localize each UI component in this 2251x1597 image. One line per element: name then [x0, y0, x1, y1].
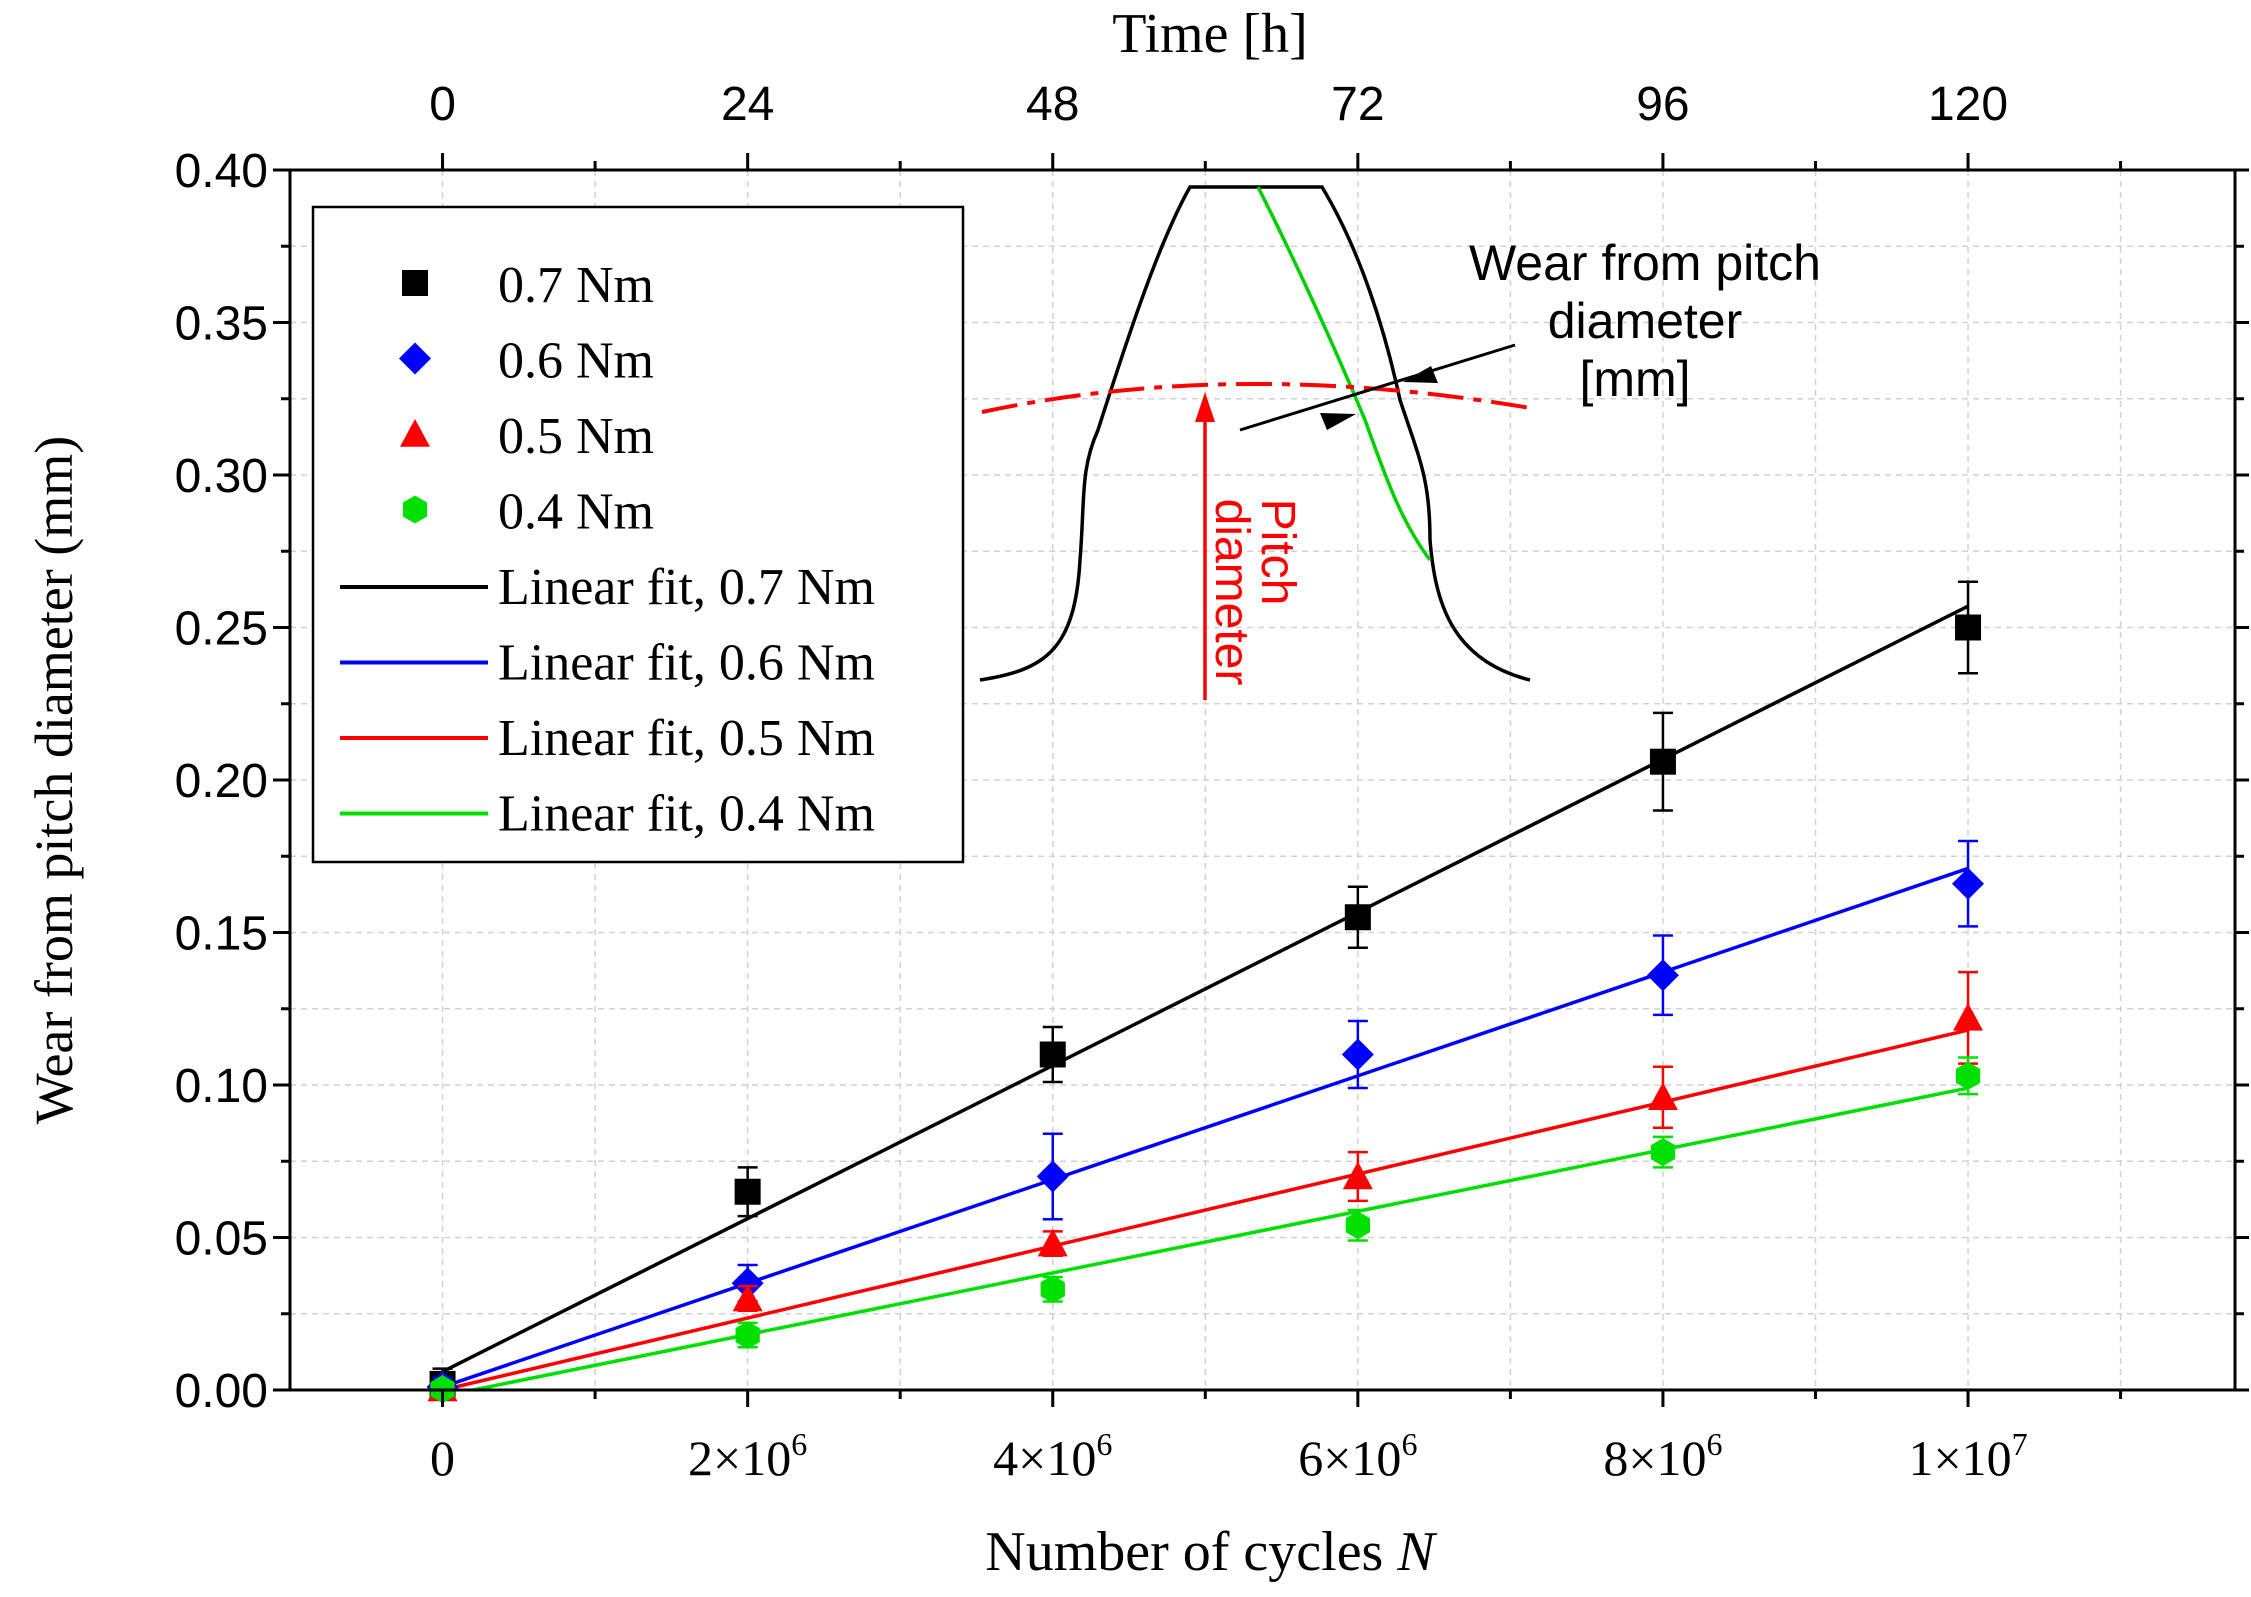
- gridlines: [290, 170, 2235, 1390]
- data-point: [735, 1321, 760, 1350]
- wear-arrow-head-right: [1403, 366, 1438, 383]
- plot-series: [426, 580, 1985, 1404]
- legend-label: Linear fit, 0.5 Nm: [498, 710, 875, 767]
- y-tick-label: 0.20: [175, 755, 268, 808]
- legend-label: 0.4 Nm: [498, 484, 654, 541]
- legend-marker: [400, 419, 430, 447]
- fit-line: [441, 604, 1969, 1374]
- top-tick-label: 120: [1928, 78, 2008, 131]
- data-point: [731, 1267, 764, 1300]
- top-tick-label: 0: [429, 78, 456, 131]
- plot-frame: [273, 153, 2249, 1407]
- legend-label: 0.5 Nm: [498, 408, 654, 465]
- fit-line: [472, 1086, 1969, 1392]
- data-point: [732, 1283, 763, 1312]
- x-tick-label: 6×106: [1298, 1426, 1417, 1486]
- data-point: [1342, 1161, 1373, 1190]
- legend-marker: [399, 342, 431, 375]
- legend-label: Linear fit, 0.6 Nm: [498, 635, 875, 692]
- legend-box: [311, 205, 965, 864]
- y-tick-label: 0.10: [175, 1060, 268, 1113]
- y-tick-label: 0.35: [175, 298, 268, 351]
- legend-label: Linear fit, 0.4 Nm: [498, 786, 875, 843]
- inset-wear-label: diameter: [1548, 293, 1743, 349]
- data-point: [1952, 867, 1985, 900]
- data-point: [1650, 1138, 1676, 1167]
- x-tick-label: 1×107: [1908, 1426, 2027, 1486]
- legend: 0.7 Nm 0.6 Nm 0.5 Nm 0.4 Nm Linear fit, 0.7 …: [311, 205, 965, 864]
- data-point: [1953, 1002, 1984, 1031]
- x-tick-label: 2×106: [688, 1426, 807, 1486]
- inset-wear-label: Wear from pitch: [1469, 235, 1821, 291]
- top-tick-label: 48: [1026, 78, 1079, 131]
- data-point: [1040, 1275, 1065, 1304]
- inset-pitch-label: diameter: [1205, 499, 1258, 686]
- y-tick-label: 0.40: [175, 145, 268, 198]
- x-tick-label: 0: [430, 1430, 455, 1486]
- y-tick-label: 0.05: [175, 1213, 268, 1266]
- pitch-arrow-head: [1195, 392, 1215, 422]
- top-axis-title: Time [h]: [1112, 3, 1308, 65]
- wear-arrow-line: [1239, 343, 1516, 432]
- data-point: [1649, 748, 1676, 775]
- legend-marker: [402, 495, 428, 524]
- data-point: [1039, 1041, 1066, 1068]
- legend-label: 0.6 Nm: [498, 333, 654, 390]
- x-tick-label: 8×106: [1603, 1426, 1722, 1486]
- fit-line: [442, 1028, 1969, 1392]
- x-tick-label: 4×106: [993, 1426, 1112, 1486]
- worn-tooth-profile: [1256, 186, 1432, 562]
- gear-tooth-outline: [979, 185, 1531, 682]
- data-point: [1955, 614, 1982, 641]
- data-point: [1345, 1211, 1370, 1240]
- data-point: [1341, 1038, 1374, 1071]
- pitch-diameter-arc: [981, 382, 1531, 414]
- inset-wear-label: [mm]: [1579, 351, 1690, 407]
- fit-line: [441, 866, 1969, 1389]
- legend-label: 0.7 Nm: [498, 257, 654, 314]
- axis-labels: 0 2×106 4×106 6×106 8×106 1×107 0 24 48 72 96 120 0.…: [24, 3, 2028, 1583]
- data-point: [1036, 1160, 1069, 1193]
- top-tick-label: 72: [1331, 78, 1384, 131]
- inset-pitch-label: Pitch: [1251, 499, 1304, 606]
- top-tick-label: 96: [1636, 78, 1689, 131]
- data-point: [1344, 904, 1371, 931]
- y-tick-label: 0.00: [175, 1365, 268, 1418]
- y-tick-label: 0.30: [175, 450, 268, 503]
- legend-label: Linear fit, 0.7 Nm: [498, 559, 875, 616]
- data-point: [734, 1178, 761, 1205]
- x-axis-title: Number of cycles N: [985, 1521, 1437, 1583]
- wear-arrow-head-left: [1320, 413, 1356, 430]
- y-axis-title: Wear from pitch diameter (mm): [24, 436, 84, 1124]
- data-point: [1037, 1228, 1068, 1257]
- y-tick-label: 0.15: [175, 908, 268, 961]
- data-point: [1647, 1082, 1678, 1110]
- y-tick-label: 0.25: [175, 603, 268, 656]
- top-tick-label: 24: [721, 78, 774, 131]
- data-point: [1646, 959, 1679, 992]
- data-point: [1955, 1061, 1981, 1090]
- legend-marker: [402, 270, 428, 296]
